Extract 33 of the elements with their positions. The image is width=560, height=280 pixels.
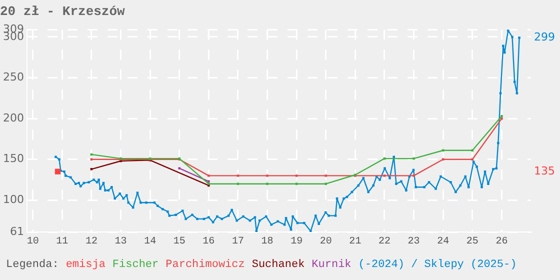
x-tick-label: 11 xyxy=(56,236,68,248)
x-tick-label: 23 xyxy=(408,236,420,248)
text: Fischer xyxy=(112,259,159,271)
y-tick-label: 250 xyxy=(2,70,24,84)
x-tick-label: 21 xyxy=(349,236,362,248)
y-tick-label: 200 xyxy=(2,111,24,124)
x-tick-label: 10 xyxy=(26,236,39,248)
text: emisja xyxy=(66,259,106,271)
x-tick-label: 26 xyxy=(496,236,508,248)
x-tick-label: 15 xyxy=(173,236,186,248)
x-tick-label: 13 xyxy=(114,236,127,248)
y2-tick-label: 135 xyxy=(534,164,556,178)
y-tick-label: 100 xyxy=(2,193,24,206)
x-tick-label: 17 xyxy=(232,236,244,248)
chart-title: 20 zł - Krzeszów xyxy=(0,4,126,20)
point xyxy=(54,168,61,174)
text: Suchanek xyxy=(252,259,305,271)
y-tick-label: 150 xyxy=(2,152,24,166)
x-tick-label: 22 xyxy=(378,236,390,248)
text: (-2024) / Sklepy (2025-) xyxy=(358,259,517,271)
text: Kurnik xyxy=(312,259,352,271)
x-tick-label: 16 xyxy=(202,236,215,248)
y2-tick-label: 299 xyxy=(534,30,556,44)
y-tick-label: 61 xyxy=(10,224,24,238)
x-tick-label: 14 xyxy=(144,236,156,248)
x-tick-label: 19 xyxy=(290,236,303,248)
x-tick-label: 18 xyxy=(261,236,274,248)
x-tick-label: 20 xyxy=(320,236,332,248)
x-tick-label: 25 xyxy=(466,236,478,248)
x-tick-label: 12 xyxy=(85,236,98,248)
x-tick-label: 24 xyxy=(437,236,450,248)
legend-title: Legenda: xyxy=(6,259,59,271)
text: Parchimowicz xyxy=(166,259,245,271)
